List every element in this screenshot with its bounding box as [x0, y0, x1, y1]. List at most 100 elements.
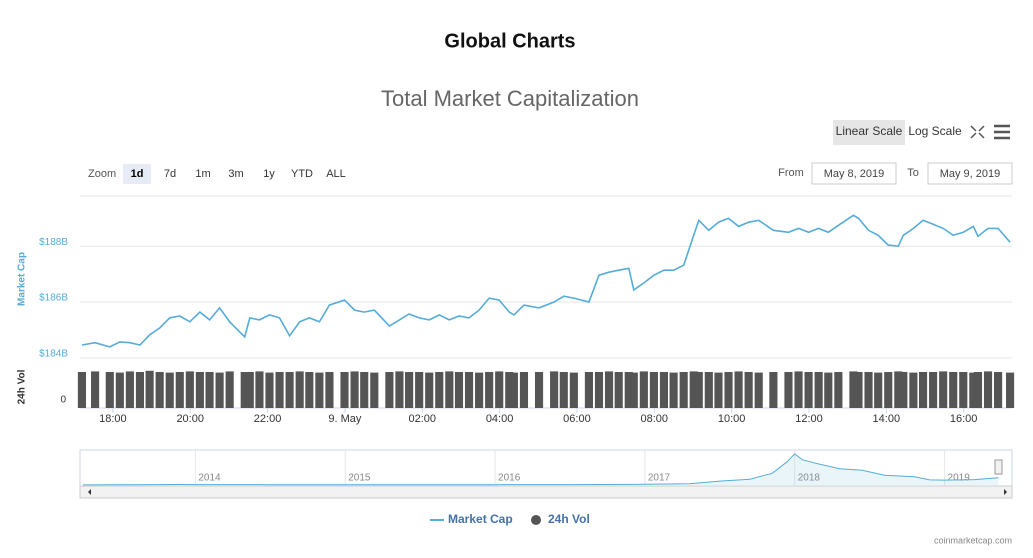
navigator[interactable] — [79, 449, 1013, 487]
volume-bar — [604, 371, 614, 408]
button-bg — [833, 120, 905, 145]
volume-bar — [175, 372, 184, 408]
credits: coinmarketcap.com — [934, 535, 1012, 545]
volume-bar — [205, 372, 214, 408]
scroll-left[interactable] — [88, 489, 91, 495]
zoom-button-bg — [123, 164, 151, 184]
y2-axis-title: 24h Vol — [17, 369, 28, 404]
volume-bar — [135, 372, 145, 408]
zoom-button[interactable]: 7d — [164, 168, 176, 180]
navigator-handle[interactable] — [994, 459, 1003, 475]
volume-bar — [415, 372, 424, 408]
volume-bar — [874, 372, 883, 408]
volume-bar — [505, 372, 514, 408]
volume-bar — [519, 372, 529, 408]
volume-bar — [899, 372, 908, 408]
fullscreen-icon[interactable] — [970, 125, 985, 139]
volume-bar — [894, 371, 903, 408]
x-tick-label: 12:00 — [795, 413, 823, 425]
volume-bar — [769, 372, 778, 408]
volume-bar — [649, 372, 658, 408]
volume-bar — [983, 371, 993, 408]
volume-bar — [973, 372, 983, 408]
volume-bar — [495, 371, 504, 408]
volume-bar — [115, 372, 124, 408]
volume-bar — [794, 371, 803, 408]
scrollbar[interactable] — [79, 485, 1013, 499]
x-tick-label: 08:00 — [641, 413, 669, 425]
y-tick-label: $188B — [39, 237, 68, 248]
chart-title: Total Market Capitalization — [381, 86, 639, 111]
volume-bar — [1006, 372, 1015, 408]
volume-bar — [155, 372, 164, 408]
legend-label[interactable]: 24h Vol — [548, 512, 590, 526]
scale-button[interactable]: Log Scale — [908, 124, 962, 138]
volume-bar — [704, 372, 713, 408]
volume-bar — [360, 372, 369, 408]
volume-bar — [425, 372, 434, 408]
volume-bar — [949, 372, 958, 408]
volume-bar — [534, 372, 544, 408]
volume-bar — [195, 372, 204, 408]
volume-bar — [694, 372, 703, 408]
volume-bar — [225, 371, 234, 408]
scale-button[interactable]: Linear Scale — [836, 124, 903, 138]
volume-bar — [864, 372, 873, 408]
volume-bar — [854, 372, 863, 408]
volume-bar — [475, 372, 484, 408]
volume-bar — [395, 371, 404, 408]
zoom-label: Zoom — [88, 168, 116, 180]
volume-bar — [804, 372, 813, 408]
volume-bar — [485, 372, 494, 408]
zoom-button[interactable]: 1y — [263, 168, 275, 180]
volume-bar — [629, 372, 638, 408]
volume-bar — [834, 372, 843, 408]
volume-bar — [295, 371, 304, 408]
zoom-button[interactable]: YTD — [291, 168, 313, 180]
navigator-tick-label: 2015 — [348, 473, 371, 484]
volume-bar — [724, 372, 733, 408]
navigator-tick-label: 2016 — [498, 473, 521, 484]
navigator-line — [82, 453, 999, 486]
volume-bar — [245, 372, 254, 408]
navigator-area — [82, 453, 999, 485]
x-tick-label: 16:00 — [950, 413, 978, 425]
x-tick-label: 02:00 — [408, 413, 436, 425]
volume-bar — [639, 371, 648, 408]
menu-icon[interactable] — [994, 124, 1010, 140]
volume-bar — [614, 372, 623, 408]
zoom-button[interactable]: 1d — [131, 168, 144, 180]
x-tick-label: 10:00 — [718, 413, 746, 425]
from-input[interactable] — [811, 162, 897, 185]
volume-bar — [714, 372, 723, 408]
volume-bar — [215, 372, 224, 408]
from-label: From — [778, 167, 804, 179]
x-tick-label: 14:00 — [873, 413, 901, 425]
legend-marker — [531, 515, 541, 525]
volume-bar — [824, 372, 833, 408]
legend-label[interactable]: Market Cap — [448, 512, 513, 526]
volume-bar — [550, 371, 559, 408]
volume-bar — [285, 372, 294, 408]
volume-bar — [185, 371, 194, 408]
volume-bar — [315, 372, 324, 408]
volume-bar — [125, 371, 134, 408]
volume-bar — [784, 372, 793, 408]
volume-bar — [255, 371, 264, 408]
x-tick-label: 04:00 — [486, 413, 514, 425]
to-input[interactable] — [927, 162, 1013, 185]
volume-bar — [569, 372, 578, 408]
volume-bar — [509, 372, 518, 408]
zoom-button[interactable]: 1m — [195, 168, 210, 180]
volume-bar — [849, 371, 858, 408]
navigator-tick-label: 2018 — [798, 473, 821, 484]
volume-bar — [325, 372, 334, 408]
scroll-right[interactable] — [1004, 489, 1007, 495]
volume-bar — [91, 371, 100, 408]
zoom-button[interactable]: 3m — [228, 168, 243, 180]
volume-bar — [918, 372, 928, 408]
zoom-button[interactable]: ALL — [326, 168, 346, 180]
volume-bar — [145, 370, 154, 408]
to-label: To — [907, 167, 919, 179]
volume-bar — [884, 372, 893, 408]
